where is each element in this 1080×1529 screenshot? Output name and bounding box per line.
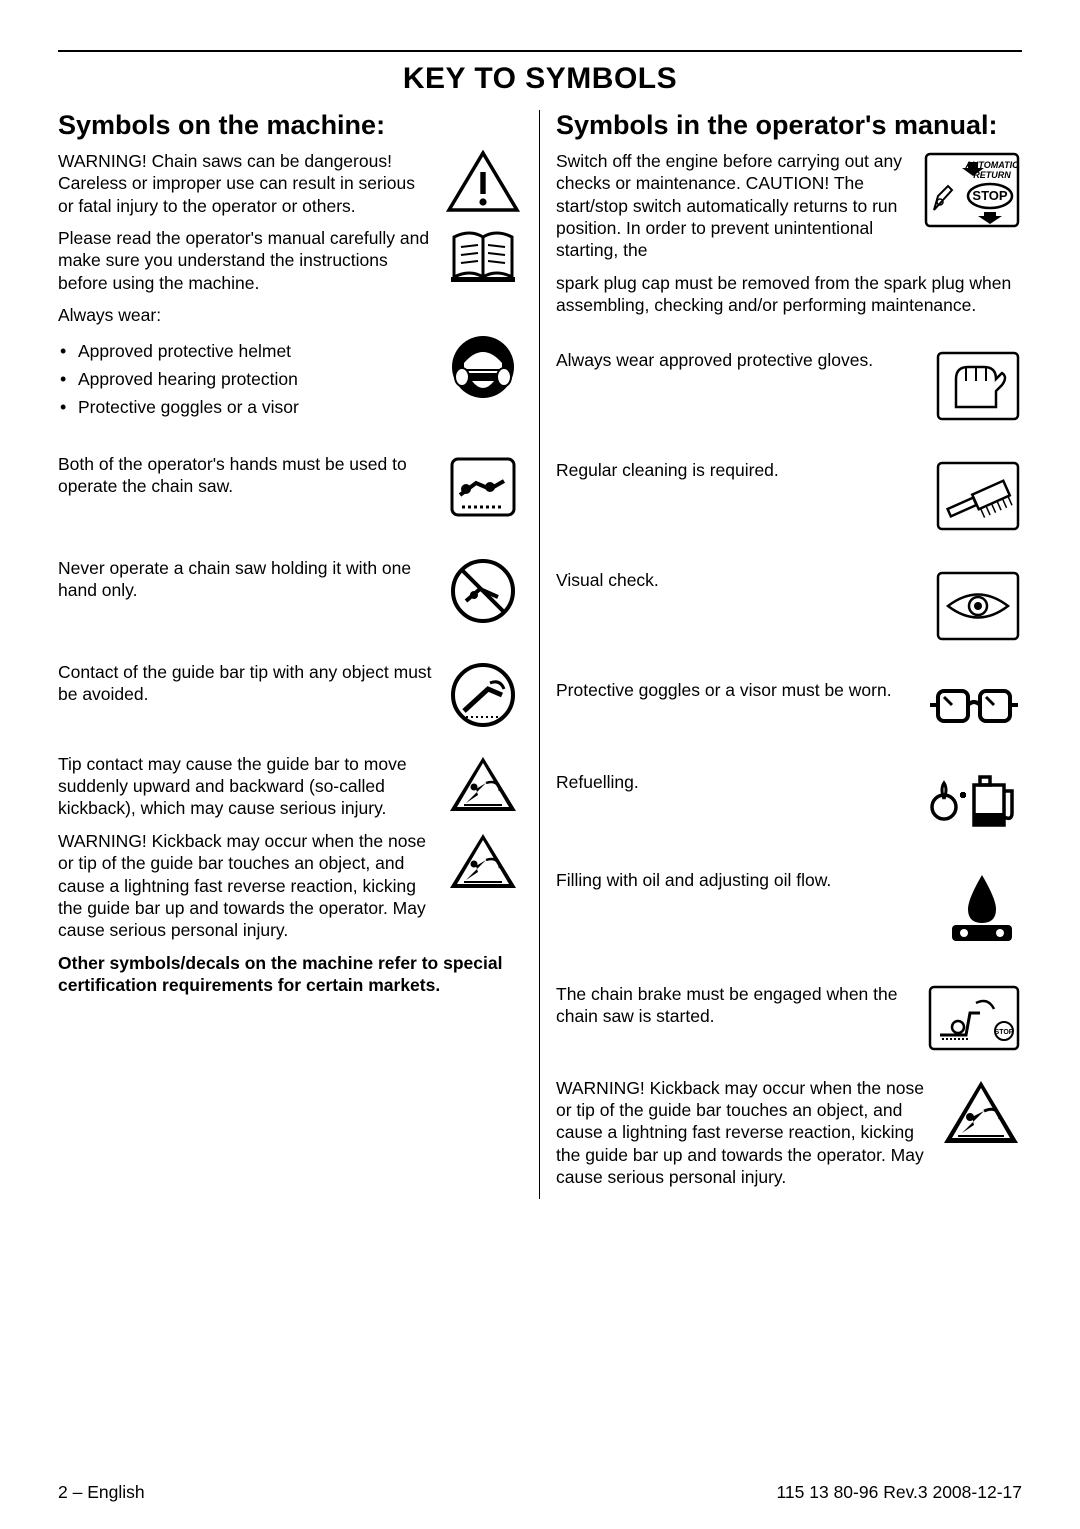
chain-brake-icon: STOP [926, 983, 1022, 1053]
row-kickback-right: WARNING! Kickback may occur when the nos… [556, 1077, 1022, 1189]
footer-right: 115 13 80-96 Rev.3 2008-12-17 [776, 1482, 1022, 1503]
top-rule [58, 50, 1022, 52]
right-column: Symbols in the operator's manual: Switch… [540, 110, 1022, 1199]
cleaning-text: Regular cleaning is required. [556, 459, 924, 481]
row-refuel: Refuelling. [556, 771, 1022, 833]
gloves-text: Always wear approved protective gloves. [556, 349, 924, 371]
row-ppe: Approved protective helmet Approved hear… [58, 333, 523, 429]
kickback-triangle-icon-3 [940, 1077, 1022, 1149]
refuel-text: Refuelling. [556, 771, 916, 793]
bullet-goggles: Protective goggles or a visor [78, 393, 433, 421]
row-manual: Please read the operator's manual carefu… [58, 227, 523, 294]
kickback-triangle-icon-2 [443, 830, 523, 894]
row-goggles: Protective goggles or a visor must be wo… [556, 679, 1022, 735]
kickback-right-text: WARNING! Kickback may occur when the nos… [556, 1077, 930, 1189]
manual-icon [443, 227, 523, 285]
two-hands-icon [443, 453, 523, 521]
row-warning: WARNING! Chain saws can be dangerous! Ca… [58, 150, 523, 217]
brush-icon [934, 459, 1022, 533]
manual-text: Please read the operator's manual carefu… [58, 227, 433, 294]
kickback-triangle-icon [443, 753, 523, 817]
gloves-icon [934, 349, 1022, 423]
bullet-hearing: Approved hearing protection [78, 365, 433, 393]
certification-note: Other symbols/decals on the machine refe… [58, 952, 523, 998]
fuel-icon [926, 771, 1022, 833]
row-tip-contact: Contact of the guide bar tip with any ob… [58, 661, 523, 729]
row-oil: Filling with oil and adjusting oil flow. [556, 869, 1022, 947]
kickback-tip-text: Tip contact may cause the guide bar to m… [58, 753, 433, 820]
right-heading: Symbols in the operator's manual: [556, 110, 1022, 142]
svg-text:STOP: STOP [972, 188, 1007, 203]
svg-text:STOP: STOP [995, 1029, 1014, 1036]
warning-text: WARNING! Chain saws can be dangerous! Ca… [58, 150, 433, 217]
switch-off-text-2: spark plug cap must be removed from the … [556, 272, 1022, 317]
stop-switch-icon: AUTOMATIC RETURN STOP [922, 150, 1022, 230]
ppe-bullets: Approved protective helmet Approved hear… [58, 337, 433, 421]
row-gloves: Always wear approved protective gloves. [556, 349, 1022, 423]
one-hand-text: Never operate a chain saw holding it wit… [58, 557, 433, 602]
page-title: KEY TO SYMBOLS [58, 62, 1022, 96]
goggles-text: Protective goggles or a visor must be wo… [556, 679, 916, 701]
row-switch-off: Switch off the engine before carrying ou… [556, 150, 1022, 262]
oil-icon [942, 869, 1022, 947]
left-heading: Symbols on the machine: [58, 110, 523, 142]
switch-off-text-1: Switch off the engine before carrying ou… [556, 150, 912, 262]
goggles-icon [926, 679, 1022, 735]
two-hands-text: Both of the operator's hands must be use… [58, 453, 433, 498]
row-visual: Visual check. [556, 569, 1022, 643]
row-one-hand: Never operate a chain saw holding it wit… [58, 557, 523, 625]
always-wear-label: Always wear: [58, 304, 523, 326]
row-kickback-tip: Tip contact may cause the guide bar to m… [58, 753, 523, 820]
eye-icon [934, 569, 1022, 643]
kickback-warning-text: WARNING! Kickback may occur when the nos… [58, 830, 433, 942]
tip-contact-text: Contact of the guide bar tip with any ob… [58, 661, 433, 706]
bullet-helmet: Approved protective helmet [78, 337, 433, 365]
footer-left: 2 – English [58, 1482, 145, 1503]
columns: Symbols on the machine: WARNING! Chain s… [58, 110, 1022, 1199]
row-chain-brake: The chain brake must be engaged when the… [556, 983, 1022, 1053]
footer: 2 – English 115 13 80-96 Rev.3 2008-12-1… [58, 1482, 1022, 1503]
row-kickback-warning: WARNING! Kickback may occur when the nos… [58, 830, 523, 942]
left-column: Symbols on the machine: WARNING! Chain s… [58, 110, 540, 1199]
tip-contact-icon [443, 661, 523, 729]
chain-brake-text: The chain brake must be engaged when the… [556, 983, 916, 1028]
no-one-hand-icon [443, 557, 523, 625]
row-two-hands: Both of the operator's hands must be use… [58, 453, 523, 521]
warning-triangle-icon [443, 150, 523, 214]
ppe-head-icon [443, 333, 523, 401]
visual-text: Visual check. [556, 569, 924, 591]
row-cleaning: Regular cleaning is required. [556, 459, 1022, 533]
oil-text: Filling with oil and adjusting oil flow. [556, 869, 932, 891]
